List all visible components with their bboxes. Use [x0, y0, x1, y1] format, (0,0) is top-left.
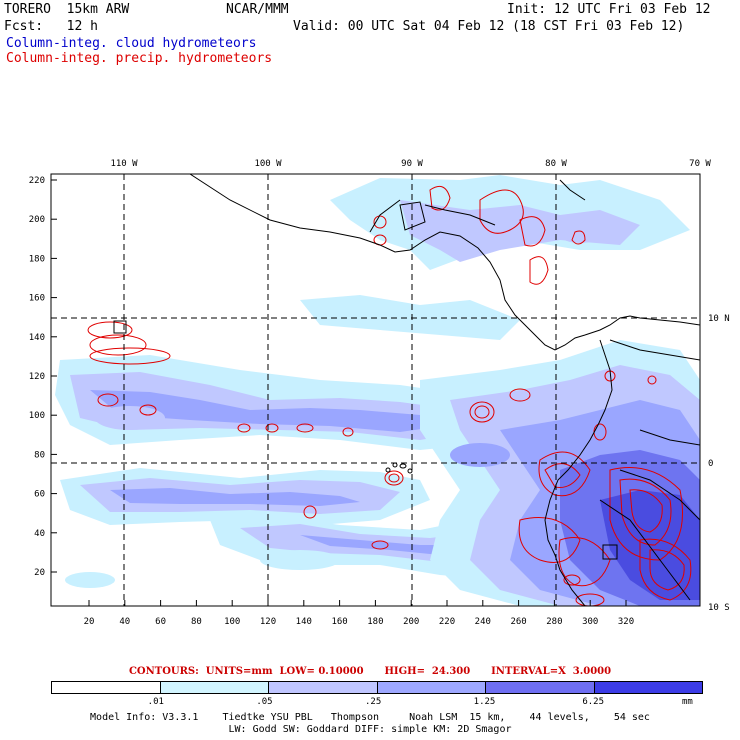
colorbar-cell [160, 682, 269, 693]
coastlines [189, 174, 700, 606]
y-axis: 20 40 60 80 100 120 140 160 180 200 220 [29, 176, 57, 578]
y-tick-label: 180 [29, 254, 45, 264]
y-tick-label: 40 [34, 529, 45, 539]
organization: NCAR/MMM [226, 2, 289, 17]
colorbar-label: 1.25 [473, 697, 496, 707]
contour-info: CONTOURS: UNITS=mm LOW= 0.10000 HIGH= 24… [128, 666, 612, 677]
x-tick-label: 220 [439, 617, 455, 627]
x-tick-label: 120 [260, 617, 276, 627]
longitude-label: 110 W [110, 159, 138, 169]
longitude-label: 70 W [689, 159, 711, 169]
latitude-labels: 10 N 0 10 S [708, 314, 730, 613]
longitude-label: 90 W [401, 159, 423, 169]
x-tick-label: 60 [155, 617, 166, 627]
forecast-hour: Fcst: 12 h [4, 19, 98, 34]
longitude-label: 100 W [254, 159, 282, 169]
y-tick-label: 60 [34, 490, 45, 500]
x-tick-label: 40 [119, 617, 130, 627]
x-tick-label: 80 [191, 617, 202, 627]
y-tick-label: 160 [29, 294, 45, 304]
precip-contours [87, 185, 692, 606]
colorbar-cell [52, 682, 161, 693]
x-tick-label: 280 [546, 617, 562, 627]
latlon-grid [51, 174, 700, 606]
x-tick-label: 160 [331, 617, 347, 627]
valid-time: Valid: 00 UTC Sat 04 Feb 12 (18 CST Fri … [293, 19, 685, 34]
colorbar-units: mm [682, 697, 693, 707]
colorbar-label: .05 [256, 697, 273, 707]
x-tick-label: 20 [84, 617, 95, 627]
y-tick-label: 200 [29, 215, 45, 225]
model-info-line2: LW: Godd SW: Goddard DIFF: simple KM: 2D… [228, 724, 512, 735]
x-tick-label: 180 [367, 617, 383, 627]
x-tick-label: 260 [510, 617, 526, 627]
colorbar-label: .25 [365, 697, 382, 707]
field-title-cloud: Column-integ. cloud hydrometeors [6, 36, 257, 51]
x-axis: 20 40 60 80 100 120 140 160 180 200 220 240 260 280 30… [84, 600, 634, 627]
y-tick-label: 80 [34, 450, 45, 460]
longitude-label: 80 W [545, 159, 567, 169]
model-name: TORERO 15km ARW [4, 2, 130, 17]
model-info-line1: Model Info: V3.3.1 Tiedtke YSU PBL Thomp… [90, 712, 650, 723]
latitude-label: 10 N [708, 314, 730, 324]
colorbar-label: 6.25 [582, 697, 605, 707]
colorbar-cell [269, 682, 378, 693]
x-tick-label: 240 [475, 617, 491, 627]
init-time: Init: 12 UTC Fri 03 Feb 12 [507, 2, 711, 17]
colorbar-label: .01 [147, 697, 164, 707]
latitude-label: 0 [708, 459, 713, 469]
y-tick-label: 140 [29, 333, 45, 343]
x-tick-label: 200 [403, 617, 419, 627]
y-tick-label: 100 [29, 411, 45, 421]
colorbar-cell [486, 682, 595, 693]
x-tick-label: 140 [296, 617, 312, 627]
station-box [113, 320, 127, 334]
colorbar [51, 681, 703, 694]
map-plot-area [51, 174, 700, 606]
y-tick-label: 220 [29, 176, 45, 186]
x-tick-label: 300 [582, 617, 598, 627]
x-tick-label: 320 [618, 617, 634, 627]
latitude-label: 10 S [708, 603, 730, 613]
y-tick-label: 20 [34, 568, 45, 578]
field-title-precip: Column-integ. precip. hydrometeors [6, 51, 273, 66]
x-tick-label: 100 [224, 617, 240, 627]
y-tick-label: 120 [29, 372, 45, 382]
longitude-labels: 110 W 100 W 90 W 80 W 70 W [110, 159, 711, 169]
colorbar-cell [594, 682, 702, 693]
colorbar-cell [377, 682, 486, 693]
station-box [602, 544, 618, 560]
